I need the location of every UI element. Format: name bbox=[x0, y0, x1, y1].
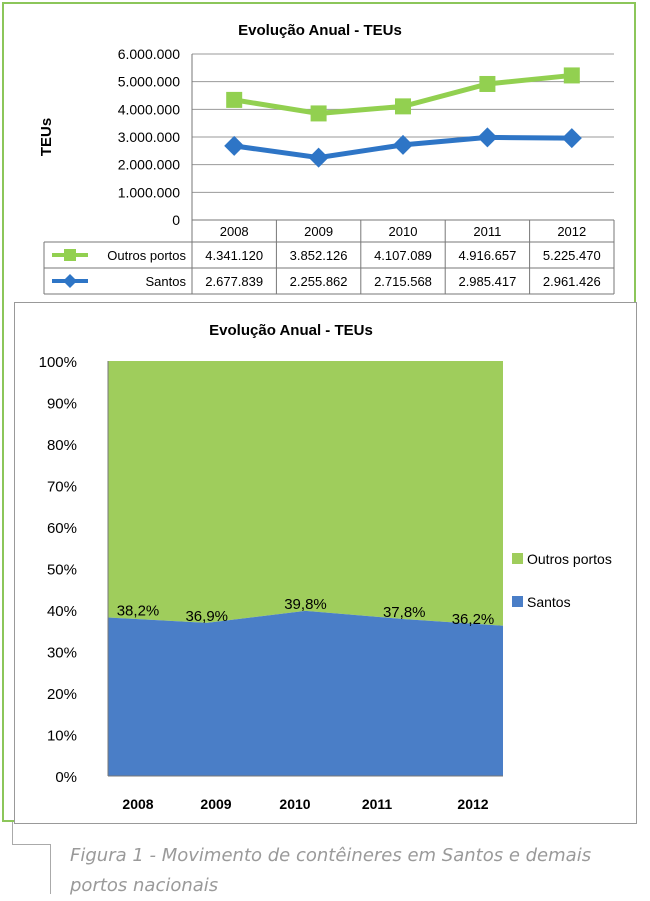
legend-key-marker bbox=[64, 249, 76, 261]
data-table-value: 4.916.657 bbox=[458, 248, 516, 263]
y-tick-label: 80% bbox=[47, 437, 77, 454]
data-point-square bbox=[226, 91, 243, 108]
y-tick-label: 0 bbox=[172, 212, 180, 228]
caption-bracket-stem bbox=[50, 844, 51, 894]
legend-label-outros-portos: Outros portos bbox=[527, 551, 612, 567]
legend-swatch-outros-portos bbox=[512, 553, 523, 564]
data-label: 39,8% bbox=[284, 596, 327, 613]
caption-bracket bbox=[12, 822, 13, 844]
data-table-value: 5.225.470 bbox=[543, 248, 601, 263]
chart-title: Evolução Anual - TEUs bbox=[209, 322, 373, 339]
area-outros-portos bbox=[108, 361, 503, 626]
legend-key-marker bbox=[63, 274, 77, 288]
y-tick-label: 30% bbox=[47, 645, 77, 662]
x-tick-label: 2008 bbox=[220, 224, 249, 239]
y-tick-label: 0% bbox=[55, 769, 77, 786]
data-point-square bbox=[563, 67, 580, 84]
y-tick-label: 10% bbox=[47, 728, 77, 745]
data-point-square bbox=[310, 105, 327, 122]
y-tick-label: 6.000.000 bbox=[118, 46, 180, 62]
data-table-value: 2.677.839 bbox=[205, 274, 263, 289]
y-tick-label: 3.000.000 bbox=[118, 129, 180, 145]
y-tick-label: 5.000.000 bbox=[118, 74, 180, 90]
y-tick-label: 40% bbox=[47, 603, 77, 620]
y-tick-label: 1.000.000 bbox=[118, 184, 180, 200]
legend-swatch-santos bbox=[512, 596, 523, 607]
y-tick-label: 100% bbox=[39, 354, 77, 371]
legend-label: Outros portos bbox=[107, 248, 186, 263]
data-label: 36,2% bbox=[452, 611, 495, 628]
y-axis-label: TEUs bbox=[38, 118, 55, 156]
x-tick-label: 2012 bbox=[457, 796, 488, 812]
data-point-diamond bbox=[224, 135, 245, 156]
area-chart-box: Evolução Anual - TEUs 0% 10% 20% 30% 40% 50% 60… bbox=[14, 302, 637, 824]
caption-bracket-line bbox=[12, 844, 50, 845]
x-tick-label: 2008 bbox=[122, 796, 153, 812]
data-label: 37,8% bbox=[383, 604, 426, 621]
y-tick-label: 90% bbox=[47, 396, 77, 413]
data-table-value: 3.852.126 bbox=[290, 248, 348, 263]
legend-label-santos: Santos bbox=[527, 594, 571, 610]
area-santos bbox=[108, 610, 503, 776]
data-point-diamond bbox=[477, 127, 498, 148]
data-table-value: 2.255.862 bbox=[290, 274, 348, 289]
y-tick-label: 70% bbox=[47, 479, 77, 496]
y-tick-label: 50% bbox=[47, 562, 77, 579]
x-tick-label: 2011 bbox=[473, 224, 501, 239]
x-tick-label: 2012 bbox=[557, 224, 586, 239]
chart-title: Evolução Anual - TEUs bbox=[238, 22, 402, 39]
x-tick-label: 2010 bbox=[389, 224, 418, 239]
figure-frame: Evolução Anual - TEUs TEUs 0 1.000.000 2.000… bbox=[2, 2, 637, 824]
data-point-square bbox=[479, 75, 496, 92]
legend-label: Santos bbox=[146, 274, 187, 289]
data-point-diamond bbox=[561, 128, 582, 149]
data-table-value: 2.961.426 bbox=[543, 274, 601, 289]
data-table-value: 2.715.568 bbox=[374, 274, 432, 289]
figure-caption: Figura 1 - Movimento de contêineres em S… bbox=[70, 845, 592, 896]
data-table-value: 4.341.120 bbox=[205, 248, 263, 263]
data-label: 38,2% bbox=[117, 602, 160, 619]
x-tick-label: 2011 bbox=[362, 796, 393, 812]
line-chart-teus: Evolução Anual - TEUs TEUs 0 1.000.000 2.000… bbox=[38, 22, 615, 295]
y-tick-label: 60% bbox=[47, 520, 77, 537]
data-label: 36,9% bbox=[185, 608, 228, 625]
y-tick-label: 4.000.000 bbox=[118, 101, 180, 117]
x-tick-label: 2009 bbox=[304, 224, 333, 239]
y-tick-label: 20% bbox=[47, 686, 77, 703]
data-table-value: 4.107.089 bbox=[374, 248, 432, 263]
data-point-square bbox=[395, 98, 411, 115]
area-chart-teus-share: Evolução Anual - TEUs 0% 10% 20% 30% 40% 50% 60… bbox=[39, 322, 612, 812]
data-point-diamond bbox=[393, 134, 413, 155]
data-table-value: 2.985.417 bbox=[458, 274, 516, 289]
x-tick-label: 2010 bbox=[279, 796, 310, 812]
x-tick-label: 2009 bbox=[200, 796, 231, 812]
data-point-diamond bbox=[308, 147, 329, 168]
y-tick-label: 2.000.000 bbox=[118, 157, 180, 173]
